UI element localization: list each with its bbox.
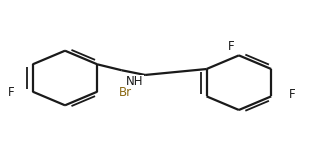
Text: F: F bbox=[8, 86, 15, 99]
Text: F: F bbox=[227, 39, 234, 53]
Text: NH: NH bbox=[126, 75, 144, 88]
Text: F: F bbox=[289, 88, 296, 101]
Text: Br: Br bbox=[119, 86, 132, 99]
